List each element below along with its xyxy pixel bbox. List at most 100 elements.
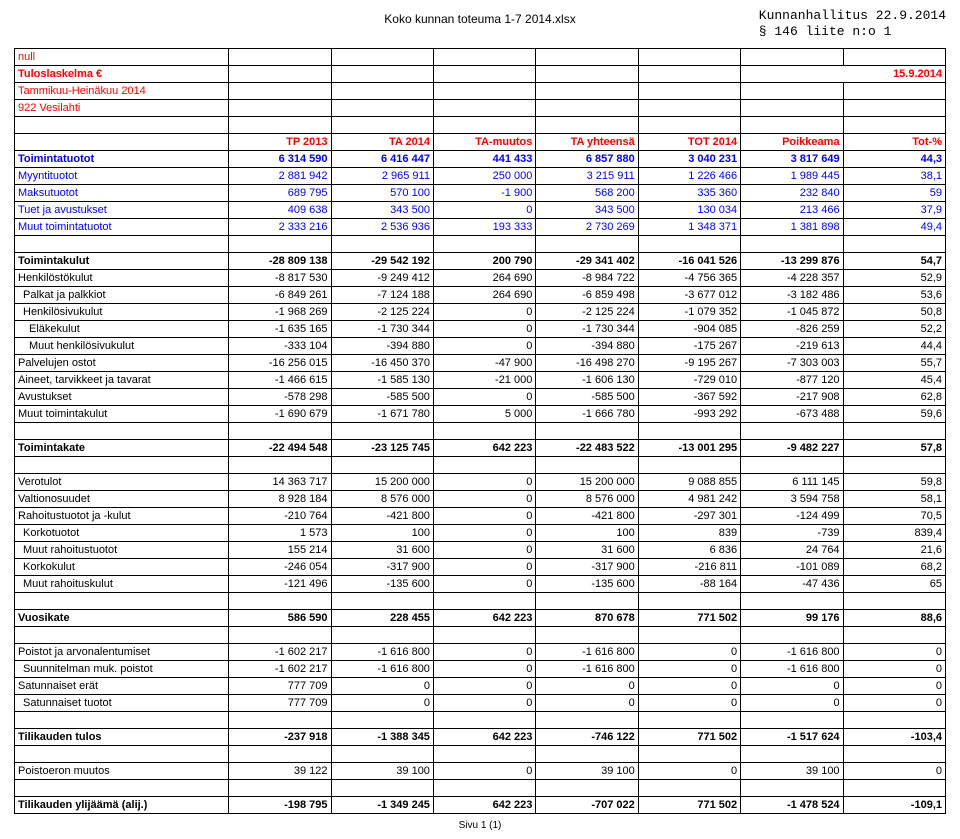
- table-row: Avustukset-578 298-585 5000-585 500-367 …: [15, 389, 946, 406]
- cell-value: -13 001 295: [638, 440, 740, 457]
- cell-value: 2 536 936: [331, 219, 433, 236]
- cell-value: -135 600: [536, 576, 638, 593]
- cell-value: 0: [536, 695, 638, 712]
- spacer-row: [15, 593, 946, 610]
- cell-value: -23 125 745: [331, 440, 433, 457]
- spacer-row: [15, 712, 946, 729]
- cell-value: 0: [433, 695, 535, 712]
- cell-value: -333 104: [229, 338, 331, 355]
- cell-value: 65: [843, 576, 945, 593]
- cell-value: 6 314 590: [229, 151, 331, 168]
- cell-value: -993 292: [638, 406, 740, 423]
- cell-value: 55,7: [843, 355, 945, 372]
- cell-value: 6 416 447: [331, 151, 433, 168]
- cell-value: 570 100: [331, 185, 433, 202]
- table-row: Muut toimintatuotot2 333 2162 536 936193…: [15, 219, 946, 236]
- cell-value: 0: [433, 389, 535, 406]
- cell-value: -1 585 130: [331, 372, 433, 389]
- row-label: Verotulot: [15, 474, 229, 491]
- cell-value: -121 496: [229, 576, 331, 593]
- cell-value: 335 360: [638, 185, 740, 202]
- cell-value: 0: [433, 525, 535, 542]
- row-label: Henkilöstökulut: [15, 270, 229, 287]
- top-header: Koko kunnan toteuma 1-7 2014.xlsx Kunnan…: [14, 8, 946, 48]
- cell-value: -1 079 352: [638, 304, 740, 321]
- cell-value: 586 590: [229, 610, 331, 627]
- cell-value: 213 466: [741, 202, 843, 219]
- cell-value: 1 381 898: [741, 219, 843, 236]
- page-footer: Sivu 1 (1): [14, 820, 946, 831]
- cell-value: 6 836: [638, 542, 740, 559]
- cell-value: 53,6: [843, 287, 945, 304]
- row-label: Aineet, tarvikkeet ja tavarat: [15, 372, 229, 389]
- cell-value: 88,6: [843, 610, 945, 627]
- table-row: Toimintakate-22 494 548-23 125 745642 22…: [15, 440, 946, 457]
- row-label: Tilikauden ylijäämä (alij.): [15, 797, 229, 814]
- cell-value: 54,7: [843, 253, 945, 270]
- cell-value: 0: [433, 491, 535, 508]
- cell-value: -1 616 800: [536, 644, 638, 661]
- cell-value: -1 616 800: [331, 661, 433, 678]
- cell-value: 130 034: [638, 202, 740, 219]
- cell-value: 0: [638, 763, 740, 780]
- row-label: Satunnaiset erät: [15, 678, 229, 695]
- cell-value: 38,1: [843, 168, 945, 185]
- column-header-row: TP 2013 TA 2014 TA-muutos TA yhteensä TO…: [15, 134, 946, 151]
- cell-value: -1 635 165: [229, 321, 331, 338]
- col-header: TA yhteensä: [536, 134, 638, 151]
- spacer-row: [15, 780, 946, 797]
- cell-value: 642 223: [433, 797, 535, 814]
- cell-value: -88 164: [638, 576, 740, 593]
- cell-value: -367 592: [638, 389, 740, 406]
- cell-value: 0: [741, 678, 843, 695]
- cell-value: -6 849 261: [229, 287, 331, 304]
- row-label: Valtionosuudet: [15, 491, 229, 508]
- committee-date: Kunnanhallitus 22.9.2014: [759, 8, 946, 24]
- cell-value: -1 730 344: [331, 321, 433, 338]
- cell-value: -7 303 003: [741, 355, 843, 372]
- cell-value: 58,1: [843, 491, 945, 508]
- table-row: Muut toimintakulut-1 690 679-1 671 7805 …: [15, 406, 946, 423]
- cell-value: -124 499: [741, 508, 843, 525]
- table-row: Tilikauden ylijäämä (alij.)-198 795-1 34…: [15, 797, 946, 814]
- cell-value: 1 989 445: [741, 168, 843, 185]
- cell-value: -109,1: [843, 797, 945, 814]
- spacer-row: [15, 236, 946, 253]
- cell-value: 52,9: [843, 270, 945, 287]
- cell-value: -210 764: [229, 508, 331, 525]
- table-row: Rahoitustuotot ja -kulut-210 764-421 800…: [15, 508, 946, 525]
- title-row-period: Tammikuu-Heinäkuu 2014: [15, 83, 946, 100]
- cell-value: 1 226 466: [638, 168, 740, 185]
- report-title: Tuloslaskelma €: [15, 66, 229, 83]
- cell-value: 70,5: [843, 508, 945, 525]
- row-label: Toimintakate: [15, 440, 229, 457]
- cell-value: 2 965 911: [331, 168, 433, 185]
- table-row: Palvelujen ostot-16 256 015-16 450 370-4…: [15, 355, 946, 372]
- cell-value: 155 214: [229, 542, 331, 559]
- cell-value: 2 333 216: [229, 219, 331, 236]
- cell-value: 6 111 145: [741, 474, 843, 491]
- cell-value: 839,4: [843, 525, 945, 542]
- cell-value: 0: [331, 678, 433, 695]
- table-row: Satunnaiset tuotot777 709000000: [15, 695, 946, 712]
- row-label: Satunnaiset tuotot: [15, 695, 229, 712]
- cell-value: 200 790: [433, 253, 535, 270]
- row-label: Palkat ja palkkiot: [15, 287, 229, 304]
- cell-value: 193 333: [433, 219, 535, 236]
- row-label: Muut rahoitustuotot: [15, 542, 229, 559]
- cell-value: -707 022: [536, 797, 638, 814]
- cell-value: -1 602 217: [229, 644, 331, 661]
- cell-value: -1 606 130: [536, 372, 638, 389]
- cell-value: -22 483 522: [536, 440, 638, 457]
- cell-value: 0: [331, 695, 433, 712]
- cell-value: -217 908: [741, 389, 843, 406]
- cell-value: -4 756 365: [638, 270, 740, 287]
- cell-value: 264 690: [433, 287, 535, 304]
- col-header: TP 2013: [229, 134, 331, 151]
- cell-value: 0: [433, 559, 535, 576]
- cell-value: 0: [843, 678, 945, 695]
- row-label: Poistot ja arvonalentumiset: [15, 644, 229, 661]
- cell-value: -135 600: [331, 576, 433, 593]
- cell-value: -578 298: [229, 389, 331, 406]
- row-label: Rahoitustuotot ja -kulut: [15, 508, 229, 525]
